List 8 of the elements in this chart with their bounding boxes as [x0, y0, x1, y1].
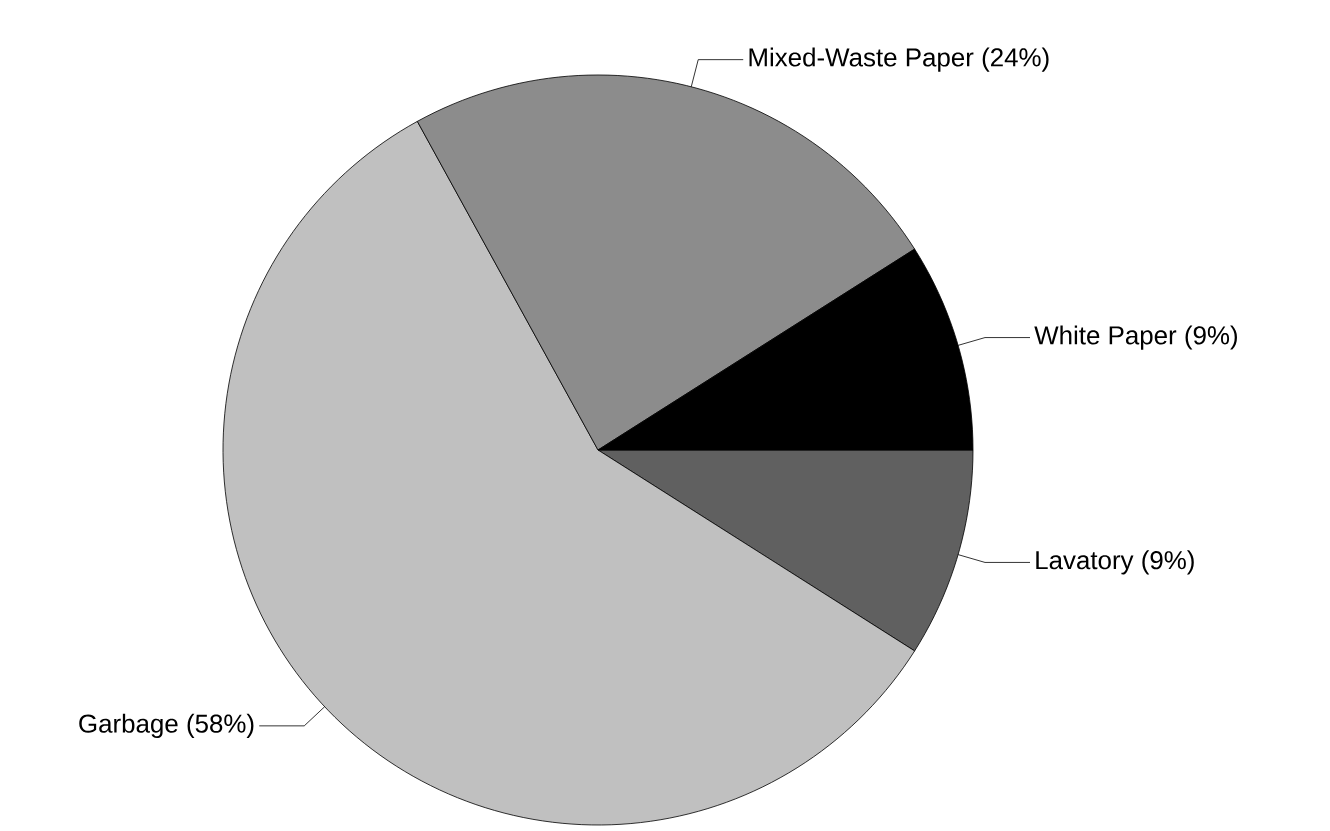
- slice-label: White Paper: [1034, 325, 1177, 350]
- data-label: (58%): [187, 713, 254, 738]
- slice-label: Lavatory: [1036, 551, 1134, 575]
- data-label: (24%): [982, 47, 1049, 72]
- data-label: (9%): [1142, 550, 1194, 575]
- slice-label: Garbage: [79, 713, 178, 738]
- data-label: (9%): [1185, 325, 1237, 350]
- slice-label: Mixed-Waste Paper: [749, 47, 974, 72]
